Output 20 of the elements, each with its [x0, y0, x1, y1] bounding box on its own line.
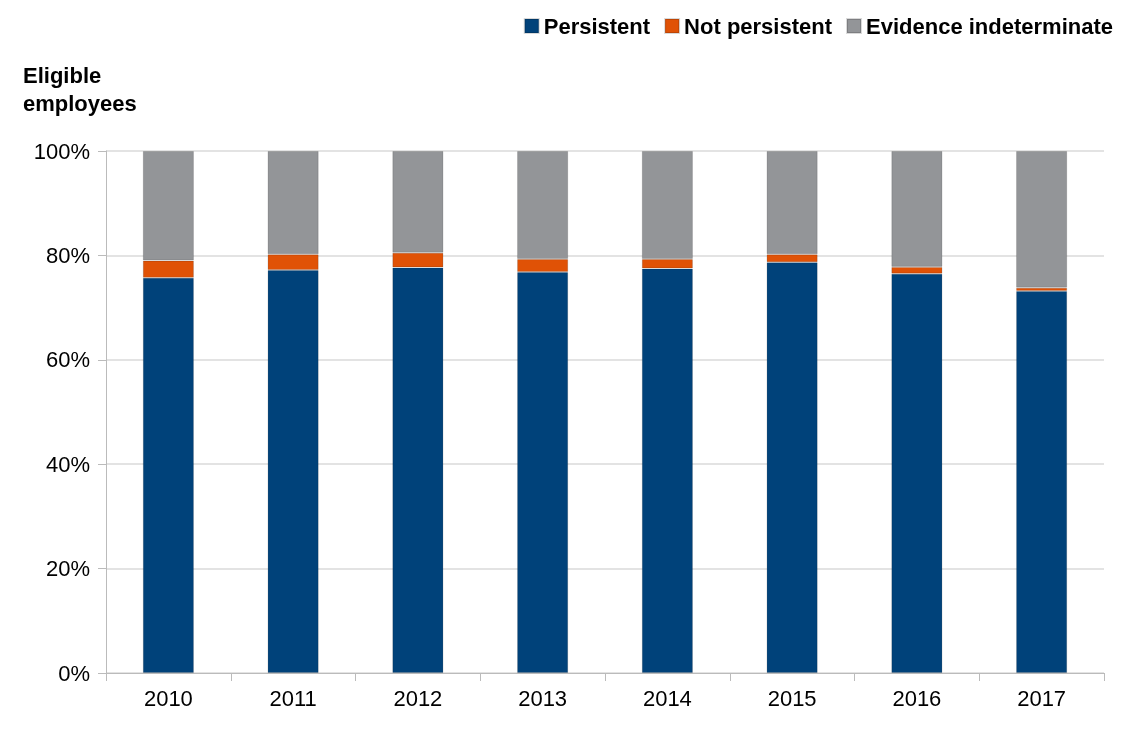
legend-label: Evidence indeterminate: [866, 13, 1114, 39]
x-tick-label: 2016: [892, 685, 942, 711]
legend-label: Not persistent: [684, 13, 833, 39]
x-tick-label: 2017: [1017, 685, 1067, 711]
legend-label: Persistent: [543, 13, 651, 39]
x-tick-label: 2011: [269, 685, 317, 711]
bar: [1016, 290, 1068, 673]
y-tick-label: 80%: [45, 242, 90, 268]
x-tick-label: 2010: [143, 685, 193, 711]
x-tick-label: 2012: [393, 685, 443, 711]
y-tick-label: 60%: [45, 347, 90, 373]
x-tick-label: 2013: [518, 685, 568, 711]
x-tick-label: 2015: [767, 685, 817, 711]
y-axis-title: Eligible employees: [23, 62, 137, 116]
y-tick-label: 20%: [45, 556, 90, 582]
x-tick-label: 2014: [642, 685, 692, 711]
y-tick-label: 40%: [45, 451, 90, 477]
y-tick-label: 100%: [33, 138, 90, 164]
bar: [1016, 151, 1068, 288]
y-tick-label: 0%: [58, 660, 90, 686]
